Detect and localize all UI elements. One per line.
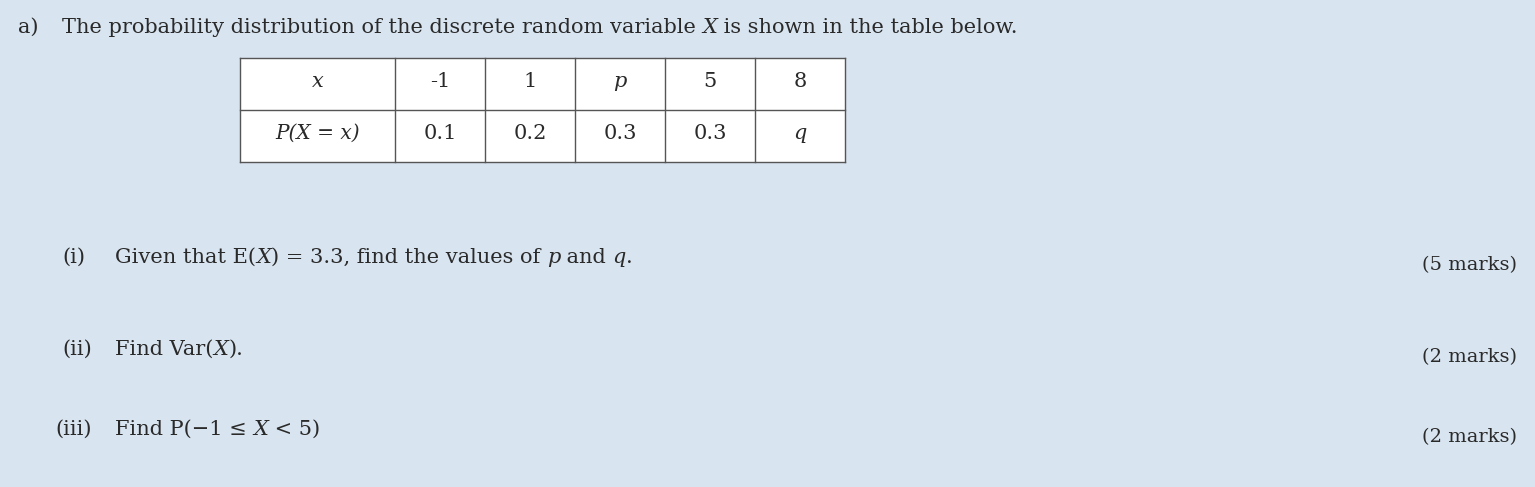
Text: is shown in the table below.: is shown in the table below. <box>717 18 1018 37</box>
Text: (5 marks): (5 marks) <box>1421 256 1517 274</box>
Text: Given that E(: Given that E( <box>115 248 256 267</box>
Text: (2 marks): (2 marks) <box>1421 348 1517 366</box>
Text: q: q <box>794 124 807 143</box>
Text: -1: -1 <box>430 72 450 91</box>
Text: The probability distribution of the discrete random variable: The probability distribution of the disc… <box>61 18 703 37</box>
Text: and: and <box>560 248 612 267</box>
Text: 0.3: 0.3 <box>603 124 637 143</box>
Text: 8: 8 <box>794 72 806 91</box>
Text: Find P(−1 ≤: Find P(−1 ≤ <box>115 420 253 439</box>
Text: X: X <box>256 248 270 267</box>
Text: < 5): < 5) <box>269 420 321 439</box>
Text: ).: ). <box>229 340 243 359</box>
Text: 0.3: 0.3 <box>694 124 726 143</box>
Bar <box>239 58 844 162</box>
Text: Find Var(: Find Var( <box>115 340 213 359</box>
Text: X: X <box>253 420 269 439</box>
Text: 1: 1 <box>523 72 537 91</box>
Text: 0.1: 0.1 <box>424 124 457 143</box>
Text: a): a) <box>18 18 38 37</box>
Text: (iii): (iii) <box>55 420 92 439</box>
Text: 0.2: 0.2 <box>513 124 546 143</box>
Text: (ii): (ii) <box>61 340 92 359</box>
Text: x: x <box>312 72 324 91</box>
Text: (2 marks): (2 marks) <box>1421 428 1517 446</box>
Text: X: X <box>703 18 717 37</box>
Text: ) = 3.3, find the values of: ) = 3.3, find the values of <box>270 248 546 267</box>
Text: q: q <box>612 248 626 267</box>
Text: p: p <box>614 72 626 91</box>
Text: 5: 5 <box>703 72 717 91</box>
Text: p: p <box>546 248 560 267</box>
Text: P(X = x): P(X = x) <box>275 124 359 143</box>
Text: X: X <box>213 340 229 359</box>
Text: .: . <box>626 248 632 267</box>
Text: (i): (i) <box>61 248 84 267</box>
